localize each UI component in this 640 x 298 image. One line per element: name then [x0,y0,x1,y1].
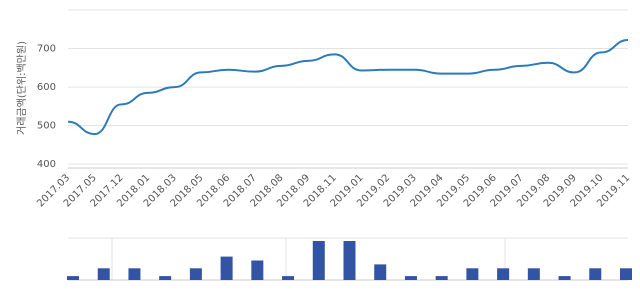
volume-bar [282,276,295,280]
y-tick-label: 400 [37,159,56,170]
volume-bar [497,268,510,280]
volume-bar [128,268,141,280]
volume-bar [312,241,325,280]
volume-bar [97,268,110,280]
volume-bar [435,276,448,280]
volume-bar [404,276,417,280]
volume-bar [589,268,602,280]
y-tick-label: 600 [37,82,56,93]
volume-bar [251,260,264,280]
volume-bar [220,256,233,280]
volume-bar [159,276,172,280]
volume-bar [466,268,479,280]
price-line [67,39,629,136]
y-axis-label: 거래금액(단위:백만원) [15,41,28,135]
volume-bar [189,268,202,280]
volume-bar [620,268,632,280]
volume-bar [558,276,571,280]
volume-bar [374,264,387,280]
volume-bar [67,276,79,280]
volume-bar [343,241,356,280]
y-tick-label: 700 [37,44,56,55]
y-tick-label: 500 [37,121,56,132]
volume-bar [527,268,540,280]
